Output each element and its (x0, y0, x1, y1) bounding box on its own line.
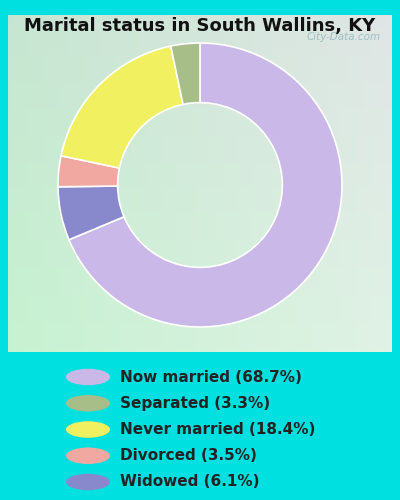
Circle shape (66, 369, 110, 385)
Text: Now married (68.7%): Now married (68.7%) (120, 370, 302, 384)
Text: Widowed (6.1%): Widowed (6.1%) (120, 474, 260, 490)
Text: City-Data.com: City-Data.com (306, 32, 380, 42)
Circle shape (66, 395, 110, 411)
Wedge shape (69, 43, 342, 327)
Wedge shape (61, 46, 183, 168)
Text: Divorced (3.5%): Divorced (3.5%) (120, 448, 257, 463)
Text: Separated (3.3%): Separated (3.3%) (120, 396, 270, 411)
Circle shape (66, 421, 110, 438)
Wedge shape (171, 43, 200, 104)
Wedge shape (58, 186, 124, 240)
Circle shape (66, 448, 110, 464)
Circle shape (66, 474, 110, 490)
Text: Marital status in South Wallins, KY: Marital status in South Wallins, KY (24, 18, 376, 36)
Wedge shape (58, 156, 120, 187)
Text: Never married (18.4%): Never married (18.4%) (120, 422, 315, 437)
